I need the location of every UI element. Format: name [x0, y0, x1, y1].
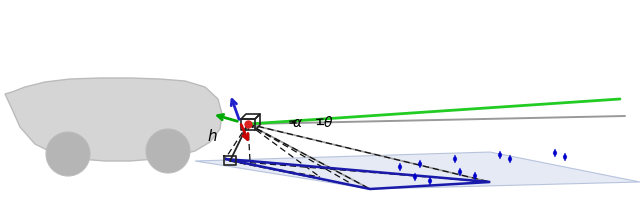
Text: $\theta$: $\theta$: [323, 114, 333, 129]
Text: $\alpha$: $\alpha$: [292, 115, 303, 129]
Polygon shape: [195, 152, 640, 189]
Circle shape: [46, 132, 90, 176]
Polygon shape: [5, 79, 222, 161]
Text: $h$: $h$: [207, 128, 218, 144]
Circle shape: [146, 129, 190, 173]
